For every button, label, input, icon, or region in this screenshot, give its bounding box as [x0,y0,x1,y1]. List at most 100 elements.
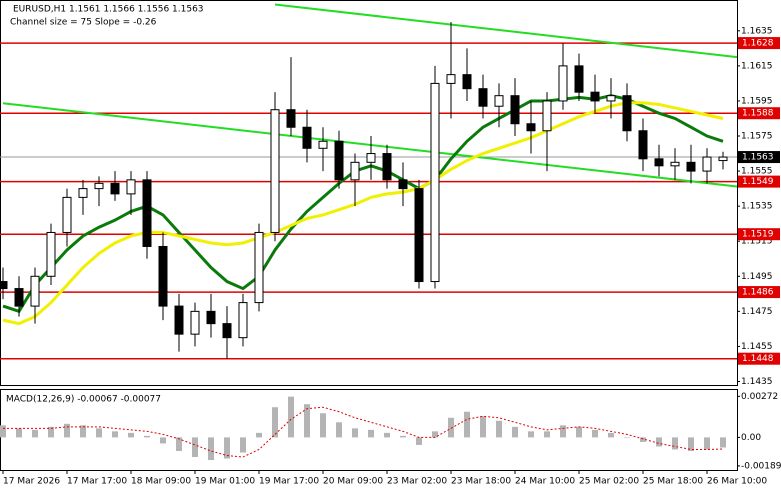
candle-body [318,140,328,149]
macd-bar [656,437,662,447]
candle-body [382,153,392,181]
candle-body [670,161,680,167]
candle-body [638,130,648,160]
candle-body [398,179,408,190]
macd-bar [608,432,614,438]
y-tick-label: 1.1575 [741,132,773,142]
macd-bar [0,425,6,438]
candle-body [558,65,568,102]
macd-bar [560,425,566,438]
chart-subtitle: Channel size = 75 Slope = -0.26 [10,18,157,28]
macd-bar [320,413,326,438]
macd-bar [720,437,726,448]
macd-bar [224,437,230,459]
channel-line [2,102,738,188]
macd-bar [672,437,678,450]
macd-bar [624,437,630,438]
candle-body [142,179,152,247]
macd-bar [144,435,150,438]
x-tick-label: 23 Mar 18:00 [451,477,511,487]
macd-bar [304,404,310,438]
level-label-box [738,37,780,50]
candle-body [366,153,376,163]
x-tick-label: 19 Mar 01:00 [195,477,255,487]
level-label: 1.1448 [742,354,774,364]
candle-body [350,161,360,181]
x-tick-label: 19 Mar 17:00 [259,477,319,487]
macd-bar [352,428,358,438]
macd-bar [512,426,518,438]
macd-bar [544,431,550,438]
candle-body [526,123,536,132]
level-label-box [738,352,780,365]
candle-body [94,182,104,190]
y-tick-label: -0.00189 [741,461,781,471]
candle-body [174,305,184,335]
y-tick-label: 1.1535 [741,202,773,212]
y-tick-label: 0.00272 [741,392,778,402]
level-label: 1.1628 [742,39,774,49]
macd-bar [192,437,198,458]
level-label: 1.1519 [742,230,774,240]
candle-body [606,95,616,102]
x-tick-label: 20 Mar 09:00 [323,477,383,487]
macd-bar [416,437,422,445]
macd-title: MACD(12,26,9) -0.00067 -0.00077 [6,395,161,405]
plot: 1.1635 1.1615 1.1595 1.1575 1.1555 1.1535 1.15… [0,3,781,487]
candle-body [686,161,696,172]
main-panel [0,0,738,386]
candle-body [430,82,440,283]
macd-bar [704,437,710,450]
candle-body [622,95,632,132]
macd-bar [240,437,246,453]
candle-body [62,196,72,233]
macd-bar [16,428,22,438]
macd-bar [368,429,374,438]
x-tick-label: 18 Mar 09:00 [131,477,191,487]
candle-body [78,188,88,198]
candle-body [158,245,168,307]
macd-bar [688,437,694,451]
macd-bar [256,432,262,438]
macd-bar [528,431,534,438]
chart-title: EURUSD,H1 1.1561 1.1566 1.1556 1.1563 [13,5,204,15]
candle-body [542,100,552,132]
y-tick-label: 1.1595 [741,96,773,106]
y-tick-label: 1.1495 [741,272,773,282]
candle-body [702,156,712,172]
candle-body [30,275,40,307]
macd-bar [160,437,166,444]
macd-bar [176,437,182,451]
x-tick-label: 17 Mar 2026 [3,477,60,487]
y-tick-label: 1.1515 [741,237,773,247]
candle-body [446,74,456,84]
level-label: 1.1588 [742,109,774,119]
macd-bar [336,422,342,438]
macd-bar [480,416,486,438]
macd-bar [288,396,294,438]
last-price-box [738,151,780,164]
macd-signal [3,406,724,458]
candle-body [654,158,664,167]
y-tick-label: 1.1615 [741,61,773,71]
candle-body [494,95,504,107]
candle-body [286,109,296,128]
macd-bar [80,425,86,438]
x-tick-label: 23 Mar 02:00 [387,477,447,487]
macd-bar [384,432,390,438]
candle-body [334,140,344,181]
macd-bar [496,420,502,438]
macd-bar [48,426,54,438]
y-tick-label: 1.1635 [741,26,773,36]
macd-bar [448,417,454,438]
candle-body [0,281,8,290]
x-tick-label: 24 Mar 10:00 [515,477,575,487]
macd-bar [208,437,214,461]
candle-body [126,179,136,195]
x-tick-label: 25 Mar 02:00 [579,477,639,487]
y-tick-label: 0.00 [741,433,761,443]
candle-body [222,323,232,339]
level-label-box [738,175,780,188]
x-tick-label: 25 Mar 18:00 [643,477,703,487]
candle-body [510,95,520,125]
